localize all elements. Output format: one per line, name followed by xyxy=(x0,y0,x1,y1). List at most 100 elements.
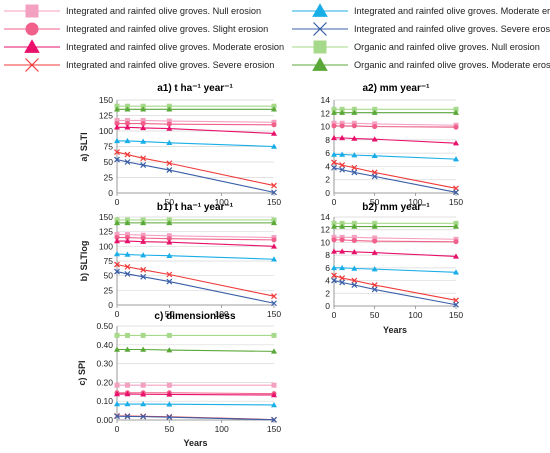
data-point xyxy=(271,256,277,262)
series-line xyxy=(117,236,275,241)
y-tick-label: 100 xyxy=(99,126,113,136)
series-line xyxy=(116,263,275,297)
data-point xyxy=(351,106,357,112)
data-point xyxy=(331,120,337,126)
data-point xyxy=(331,159,337,166)
data-point xyxy=(166,103,172,109)
data-point xyxy=(166,391,173,397)
data-point xyxy=(166,382,172,388)
data-point xyxy=(271,219,277,226)
data-point xyxy=(371,152,378,159)
series-org-mod xyxy=(114,219,277,226)
data-point xyxy=(453,301,459,308)
data-point xyxy=(124,117,130,123)
data-point xyxy=(339,234,345,240)
data-point xyxy=(140,121,146,127)
legend-label: Organic and rainfed olive groves. Modera… xyxy=(354,60,550,70)
data-point xyxy=(114,103,120,109)
data-point xyxy=(114,121,120,127)
series-int-severe xyxy=(114,149,277,189)
y-tick-label: 0.40 xyxy=(96,340,113,350)
data-point xyxy=(351,220,357,226)
y-tick-label: 12 xyxy=(321,225,331,235)
data-point xyxy=(453,236,459,242)
data-point xyxy=(351,152,358,158)
data-point xyxy=(114,156,120,163)
legend-label: Organic and rainfed olive groves. Null e… xyxy=(354,42,540,52)
data-point xyxy=(140,382,146,388)
x-axis-label: Years xyxy=(183,438,207,448)
data-point xyxy=(351,164,358,171)
legend-label: Integrated and rainfed olive groves. Sev… xyxy=(354,24,550,34)
series-org-mod xyxy=(114,346,277,354)
data-point xyxy=(271,332,277,338)
y-tick-label: 8 xyxy=(325,135,330,145)
legend-label: Integrated and rainfed olive groves. Mod… xyxy=(66,42,285,52)
y-tick-label: 12 xyxy=(321,108,331,118)
data-point xyxy=(114,124,120,130)
y-axis-label: a) SLTI xyxy=(79,132,89,161)
data-point xyxy=(371,136,378,142)
series-int-null xyxy=(114,382,277,388)
y-tick-label: 0.50 xyxy=(96,321,113,331)
data-point xyxy=(271,348,277,354)
data-point xyxy=(124,159,131,165)
data-point xyxy=(271,189,277,196)
y-tick-label: 125 xyxy=(99,227,113,237)
chart-b2: 0 2 4 6 8 10 12 14 0 50 100 150 b2) mm year⁻¹ Years xyxy=(321,202,464,335)
data-point xyxy=(339,264,346,271)
data-point xyxy=(351,123,357,129)
legend-swatch xyxy=(292,40,348,54)
y-tick-label: 0 xyxy=(325,188,330,198)
series-int-slight xyxy=(331,123,459,130)
y-tick-label: 14 xyxy=(321,95,331,105)
series-line xyxy=(117,126,275,135)
data-point xyxy=(140,266,147,273)
series-line xyxy=(117,403,275,406)
data-point xyxy=(114,268,120,275)
y-tick-label: 0 xyxy=(108,188,113,198)
x-tick-label: 50 xyxy=(165,309,175,319)
series-int-mod xyxy=(114,137,277,149)
data-point xyxy=(331,164,337,171)
data-point xyxy=(331,123,337,129)
data-point xyxy=(271,182,277,189)
data-point xyxy=(166,278,173,285)
data-point xyxy=(140,219,147,226)
series-line xyxy=(116,158,275,193)
data-point xyxy=(166,233,172,239)
x-tick-label: 100 xyxy=(215,424,229,434)
series-int-slight xyxy=(331,237,459,245)
legend-marker xyxy=(25,22,39,36)
data-point xyxy=(140,401,147,407)
data-point xyxy=(339,120,345,126)
data-point xyxy=(124,235,130,241)
legend-label: Integrated and rainfed olive groves. Nul… xyxy=(66,6,262,16)
data-point xyxy=(140,252,147,258)
x-axis-label: Years xyxy=(383,325,407,335)
series-int-sev-blue xyxy=(331,277,459,308)
data-point xyxy=(140,124,147,131)
series-int-sev-blue xyxy=(114,156,277,196)
data-point xyxy=(372,124,378,130)
data-point xyxy=(372,238,378,244)
chart-title: b2) mm year⁻¹ xyxy=(362,202,430,213)
legend-swatch xyxy=(292,22,348,36)
data-point xyxy=(351,223,358,229)
data-point xyxy=(371,249,378,255)
data-point xyxy=(371,282,378,288)
x-tick-label: 150 xyxy=(449,197,463,207)
data-point xyxy=(339,162,346,169)
data-point xyxy=(331,272,337,279)
series-org-null xyxy=(331,106,459,112)
data-point xyxy=(124,219,131,226)
y-tick-label: 10 xyxy=(321,237,331,247)
y-tick-label: 75 xyxy=(104,256,114,266)
data-point xyxy=(114,235,120,241)
data-point xyxy=(140,413,147,420)
series-org-null xyxy=(114,103,277,109)
data-point xyxy=(339,223,346,229)
y-tick-label: 50 xyxy=(104,271,114,281)
x-tick-label: 0 xyxy=(115,197,120,207)
data-point xyxy=(114,250,120,257)
